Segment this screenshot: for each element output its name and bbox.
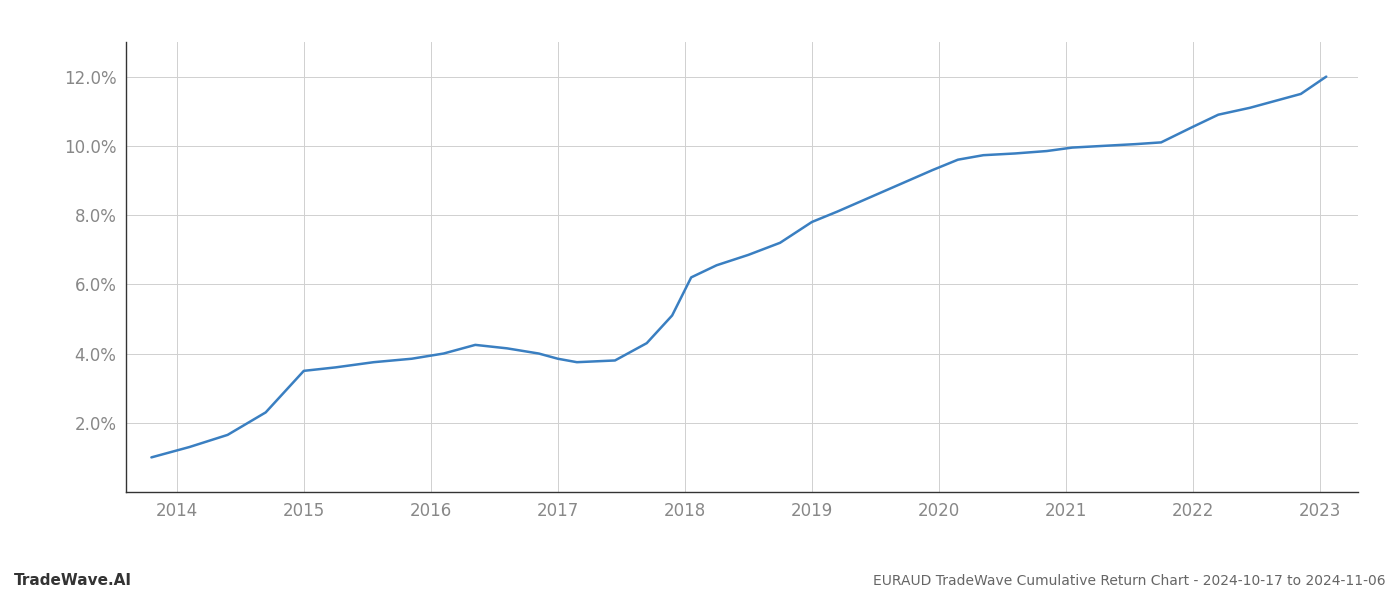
Text: TradeWave.AI: TradeWave.AI	[14, 573, 132, 588]
Text: EURAUD TradeWave Cumulative Return Chart - 2024-10-17 to 2024-11-06: EURAUD TradeWave Cumulative Return Chart…	[874, 574, 1386, 588]
